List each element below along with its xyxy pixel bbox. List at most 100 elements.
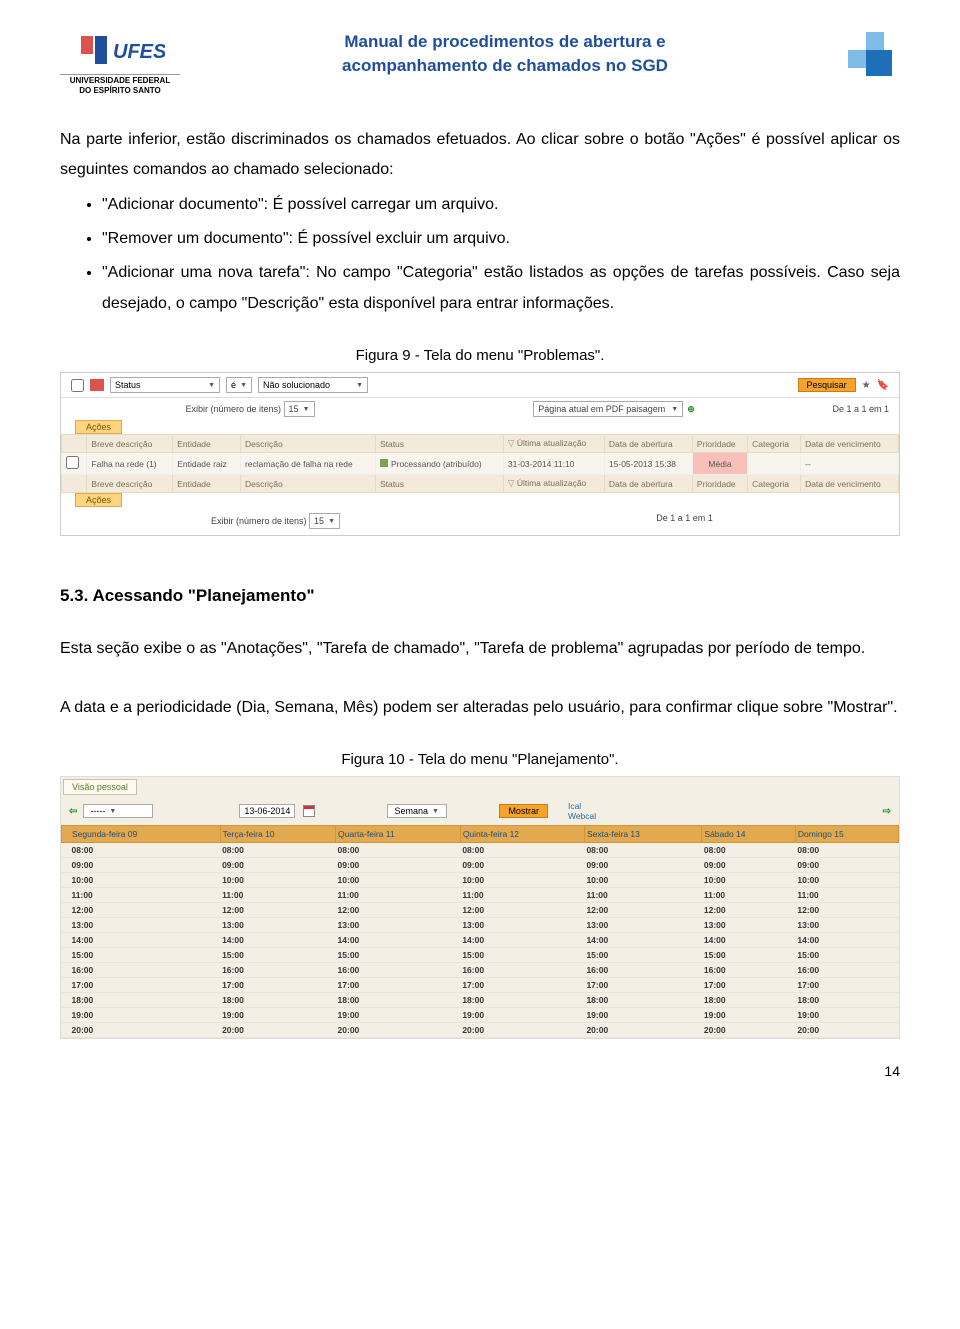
calendar-cell[interactable]: 14:00 bbox=[460, 933, 584, 948]
calendar-cell[interactable]: 12:00 bbox=[336, 903, 461, 918]
calendar-cell[interactable]: 20:00 bbox=[702, 1023, 796, 1038]
calendar-cell[interactable]: 09:00 bbox=[336, 858, 461, 873]
calendar-cell[interactable]: 20:00 bbox=[460, 1023, 584, 1038]
calendar-cell[interactable]: 20:00 bbox=[62, 1023, 221, 1038]
th-status[interactable]: Status bbox=[375, 435, 503, 453]
calendar-cell[interactable]: 13:00 bbox=[795, 918, 898, 933]
star-icon[interactable]: ★ bbox=[862, 380, 871, 391]
calendar-cell[interactable]: 19:00 bbox=[460, 1008, 584, 1023]
calendar-cell[interactable]: 12:00 bbox=[584, 903, 701, 918]
calendar-cell[interactable]: 13:00 bbox=[336, 918, 461, 933]
calendar-cell[interactable]: 09:00 bbox=[220, 858, 335, 873]
status-select[interactable]: Status bbox=[110, 377, 220, 393]
calendar-cell[interactable]: 17:00 bbox=[460, 978, 584, 993]
calendar-cell[interactable]: 18:00 bbox=[336, 993, 461, 1008]
calendar-cell[interactable]: 10:00 bbox=[584, 873, 701, 888]
calendar-cell[interactable]: 09:00 bbox=[584, 858, 701, 873]
filter-select[interactable]: ----- bbox=[83, 804, 153, 818]
calendar-cell[interactable]: 15:00 bbox=[220, 948, 335, 963]
calendar-cell[interactable]: 14:00 bbox=[336, 933, 461, 948]
calendar-cell[interactable]: 19:00 bbox=[795, 1008, 898, 1023]
calendar-cell[interactable]: 10:00 bbox=[795, 873, 898, 888]
period-select[interactable]: Semana bbox=[387, 804, 447, 818]
th-entidade[interactable]: Entidade bbox=[173, 435, 241, 453]
calendar-cell[interactable]: 16:00 bbox=[460, 963, 584, 978]
date-input[interactable]: 13-06-2014 bbox=[239, 804, 295, 818]
th-abert[interactable]: Data de abertura bbox=[604, 435, 692, 453]
calendar-cell[interactable]: 11:00 bbox=[62, 888, 221, 903]
calendar-cell[interactable]: 17:00 bbox=[336, 978, 461, 993]
calendar-cell[interactable]: 18:00 bbox=[584, 993, 701, 1008]
calendar-cell[interactable]: 16:00 bbox=[584, 963, 701, 978]
acoes-label[interactable]: Ações bbox=[75, 420, 122, 434]
calendar-cell[interactable]: 20:00 bbox=[584, 1023, 701, 1038]
calendar-cell[interactable]: 19:00 bbox=[220, 1008, 335, 1023]
calendar-cell[interactable]: 14:00 bbox=[795, 933, 898, 948]
calendar-cell[interactable]: 19:00 bbox=[336, 1008, 461, 1023]
calendar-cell[interactable]: 08:00 bbox=[220, 843, 335, 858]
calendar-cell[interactable]: 18:00 bbox=[795, 993, 898, 1008]
day-fri[interactable]: Sexta-feira 13 bbox=[584, 826, 701, 843]
calendar-cell[interactable]: 08:00 bbox=[702, 843, 796, 858]
calendar-cell[interactable]: 10:00 bbox=[62, 873, 221, 888]
calendar-cell[interactable]: 20:00 bbox=[795, 1023, 898, 1038]
calendar-cell[interactable]: 11:00 bbox=[460, 888, 584, 903]
calendar-cell[interactable]: 18:00 bbox=[460, 993, 584, 1008]
webcal-link[interactable]: Webcal bbox=[568, 811, 596, 821]
th-prio[interactable]: Prioridade bbox=[692, 435, 747, 453]
calendar-cell[interactable]: 19:00 bbox=[584, 1008, 701, 1023]
calendar-cell[interactable]: 17:00 bbox=[62, 978, 221, 993]
pagina-select[interactable]: Página atual em PDF paisagem bbox=[533, 401, 683, 417]
calendar-cell[interactable]: 11:00 bbox=[795, 888, 898, 903]
calendar-cell[interactable]: 12:00 bbox=[220, 903, 335, 918]
calendar-cell[interactable]: 17:00 bbox=[220, 978, 335, 993]
calendar-cell[interactable]: 08:00 bbox=[460, 843, 584, 858]
day-tue[interactable]: Terça-feira 10 bbox=[220, 826, 335, 843]
day-wed[interactable]: Quarta-feira 11 bbox=[336, 826, 461, 843]
calendar-cell[interactable]: 10:00 bbox=[460, 873, 584, 888]
value-select[interactable]: Não solucionado bbox=[258, 377, 368, 393]
calendar-cell[interactable]: 09:00 bbox=[702, 858, 796, 873]
calendar-cell[interactable]: 20:00 bbox=[220, 1023, 335, 1038]
plus-icon[interactable]: ⊕ bbox=[687, 404, 695, 415]
calendar-cell[interactable]: 16:00 bbox=[220, 963, 335, 978]
calendar-cell[interactable]: 09:00 bbox=[62, 858, 221, 873]
calendar-cell[interactable]: 12:00 bbox=[460, 903, 584, 918]
calendar-cell[interactable]: 16:00 bbox=[795, 963, 898, 978]
calendar-cell[interactable]: 18:00 bbox=[62, 993, 221, 1008]
calendar-cell[interactable]: 08:00 bbox=[795, 843, 898, 858]
visao-pessoal-tab[interactable]: Visão pessoal bbox=[63, 779, 137, 795]
calendar-cell[interactable]: 10:00 bbox=[220, 873, 335, 888]
row-checkbox[interactable] bbox=[66, 456, 79, 469]
calendar-cell[interactable]: 11:00 bbox=[584, 888, 701, 903]
calendar-cell[interactable]: 17:00 bbox=[584, 978, 701, 993]
th-desc[interactable]: Descrição bbox=[240, 435, 375, 453]
calendar-cell[interactable]: 08:00 bbox=[336, 843, 461, 858]
prev-arrow-icon[interactable]: ⇦ bbox=[69, 806, 77, 817]
calendar-cell[interactable]: 18:00 bbox=[702, 993, 796, 1008]
calendar-cell[interactable]: 13:00 bbox=[584, 918, 701, 933]
table-row[interactable]: Falha na rede (1) Entidade raiz reclamaç… bbox=[62, 453, 899, 475]
calendar-cell[interactable]: 12:00 bbox=[62, 903, 221, 918]
calendar-cell[interactable]: 08:00 bbox=[584, 843, 701, 858]
day-sat[interactable]: Sábado 14 bbox=[702, 826, 796, 843]
calendar-cell[interactable]: 13:00 bbox=[220, 918, 335, 933]
calendar-cell[interactable]: 20:00 bbox=[336, 1023, 461, 1038]
th-breve[interactable]: Breve descrição bbox=[87, 435, 173, 453]
calendar-cell[interactable]: 14:00 bbox=[584, 933, 701, 948]
calendar-cell[interactable]: 19:00 bbox=[702, 1008, 796, 1023]
th-ult[interactable]: ▽ Última atualização bbox=[503, 435, 604, 453]
exibir-n-select-2[interactable]: 15 bbox=[309, 513, 340, 529]
calendar-cell[interactable]: 15:00 bbox=[460, 948, 584, 963]
pesquisar-button[interactable]: Pesquisar bbox=[798, 378, 856, 392]
calendar-icon[interactable] bbox=[303, 805, 315, 817]
calendar-cell[interactable]: 13:00 bbox=[62, 918, 221, 933]
calendar-cell[interactable]: 09:00 bbox=[795, 858, 898, 873]
calendar-cell[interactable]: 11:00 bbox=[336, 888, 461, 903]
calendar-cell[interactable]: 15:00 bbox=[336, 948, 461, 963]
day-mon[interactable]: Segunda-feira 09 bbox=[62, 826, 221, 843]
calendar-cell[interactable]: 19:00 bbox=[62, 1008, 221, 1023]
calendar-cell[interactable]: 15:00 bbox=[584, 948, 701, 963]
mostrar-button[interactable]: Mostrar bbox=[499, 804, 548, 818]
next-arrow-icon[interactable]: ⇨ bbox=[883, 806, 891, 817]
